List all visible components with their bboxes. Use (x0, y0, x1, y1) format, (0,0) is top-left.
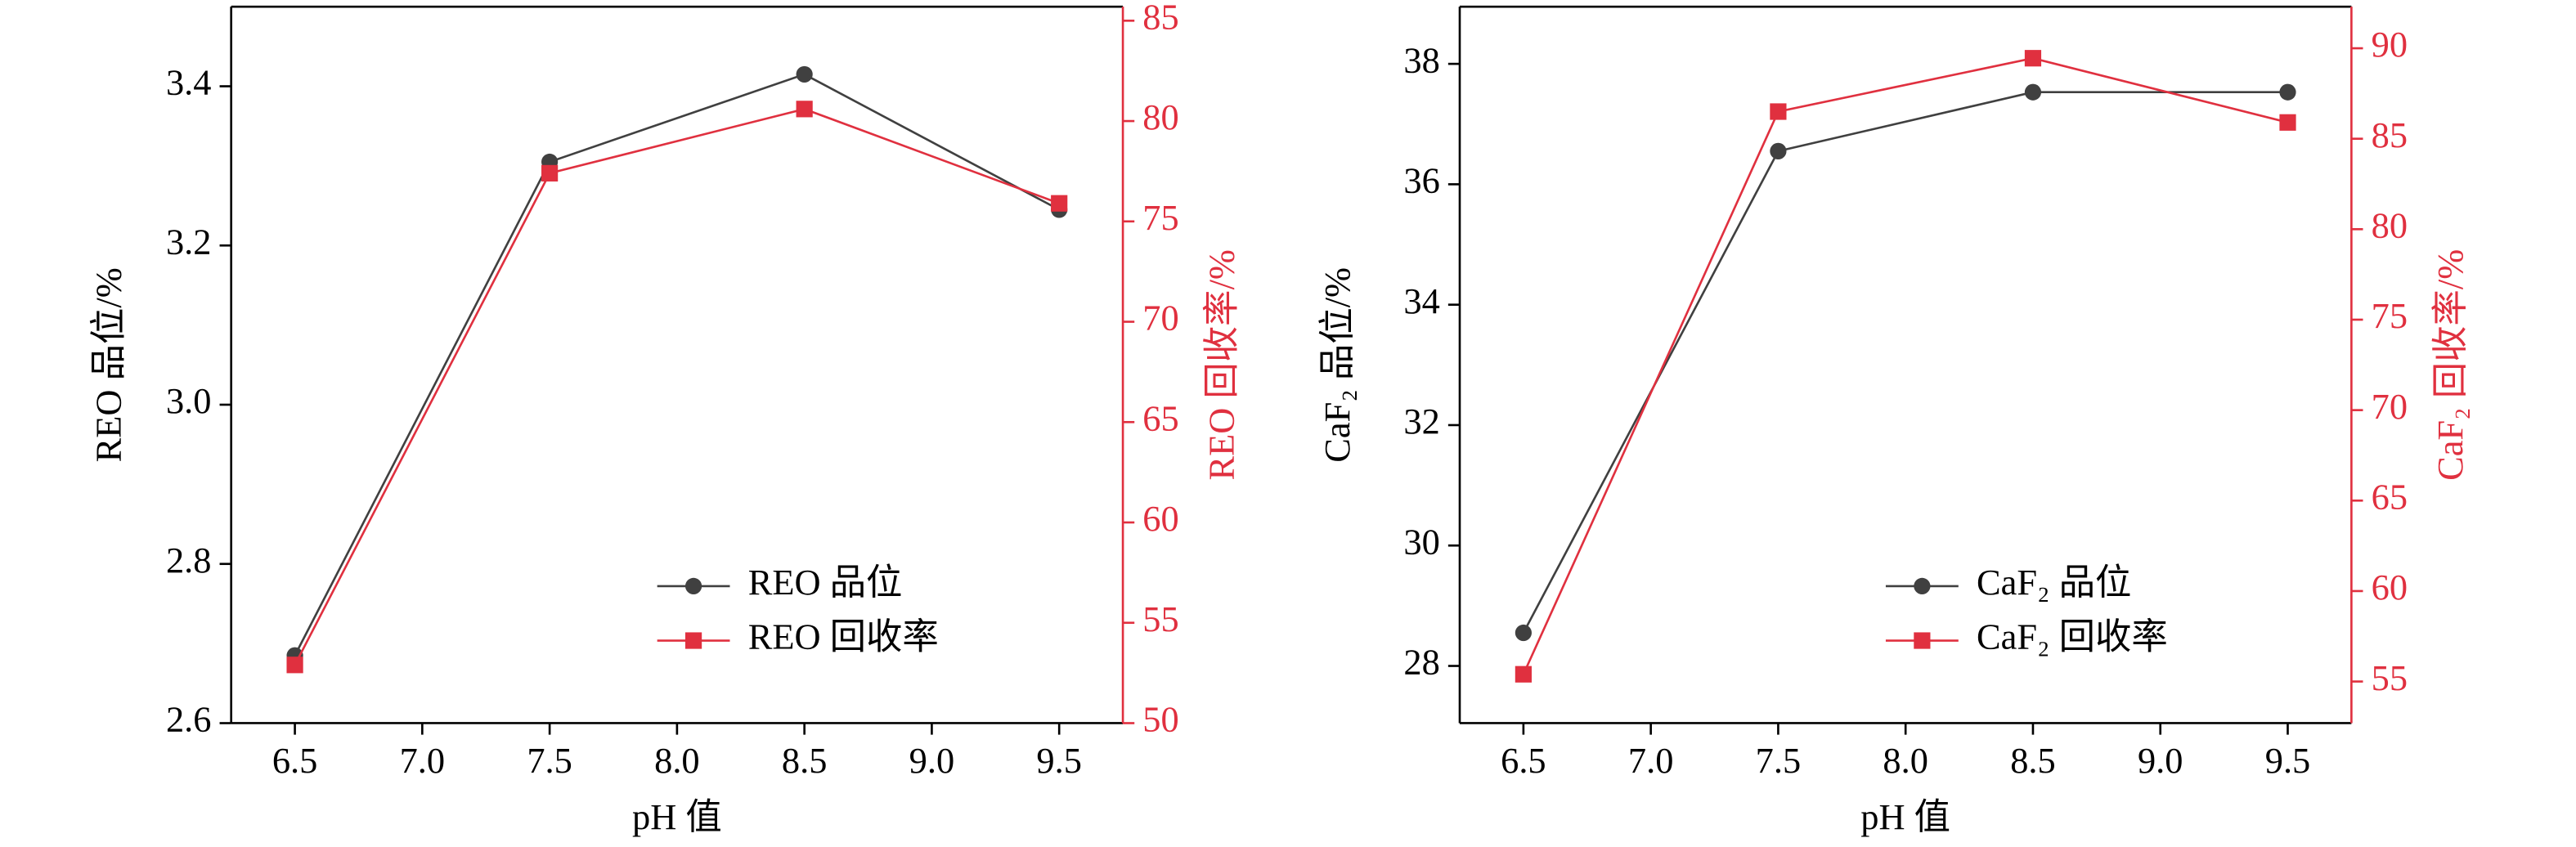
y2-tick-label: 70 (1142, 298, 1178, 338)
y2-tick-label: 55 (1142, 598, 1178, 639)
y-tick-label: 3.0 (166, 380, 212, 421)
marker (2024, 50, 2042, 67)
marker (1515, 624, 1532, 642)
y-axis-label: CaF₂ 品位/% (1317, 267, 1358, 463)
legend-marker (684, 632, 702, 649)
y-tick-label: 30 (1403, 521, 1439, 562)
x-tick-label: 9.0 (2138, 740, 2183, 781)
y2-tick-label: 55 (2372, 657, 2408, 698)
legend-label: CaF₂ 回收率 (1977, 616, 2168, 657)
y2-tick-label: 85 (1142, 0, 1178, 38)
y2-tick-label: 80 (1142, 96, 1178, 137)
marker (2279, 114, 2296, 131)
y-axis-label: REO 品位/% (88, 267, 128, 462)
marker (1051, 195, 1068, 212)
marker (286, 657, 303, 674)
series-line (1522, 56, 2288, 675)
y2-tick-label: 65 (2372, 476, 2408, 517)
legend-marker (1914, 577, 1931, 594)
y-tick-label: 38 (1403, 39, 1439, 80)
x-tick-label: 8.0 (1883, 740, 1928, 781)
legend-marker (684, 577, 702, 594)
marker (1515, 666, 1532, 683)
y2-tick-label: 50 (1142, 699, 1178, 740)
y2-axis-label: CaF₂ 回收率/% (2430, 249, 2471, 481)
x-tick-label: 7.5 (1756, 740, 1802, 781)
marker (796, 101, 813, 118)
x-axis-label: pH 值 (1860, 796, 1950, 837)
series-line (294, 107, 1060, 666)
y-tick-label: 2.6 (166, 699, 212, 740)
y2-tick-label: 65 (1142, 397, 1178, 438)
x-tick-label: 9.5 (2265, 740, 2311, 781)
y-tick-label: 2.8 (166, 540, 212, 580)
y-tick-label: 3.2 (166, 221, 212, 262)
x-tick-label: 9.5 (1036, 740, 1082, 781)
y2-tick-label: 60 (2372, 567, 2408, 607)
y-tick-label: 32 (1403, 401, 1439, 441)
x-tick-label: 7.0 (1628, 740, 1674, 781)
legend-label: CaF₂ 品位 (1977, 562, 2131, 603)
x-tick-label: 9.0 (909, 740, 955, 781)
y2-axis-label: REO 回收率/% (1200, 249, 1241, 480)
y2-tick-label: 80 (2372, 205, 2408, 246)
x-tick-label: 7.5 (527, 740, 572, 781)
x-axis-label: pH 值 (632, 796, 722, 837)
x-tick-label: 6.5 (272, 740, 318, 781)
y2-tick-label: 85 (2372, 114, 2408, 155)
marker (1770, 103, 1787, 120)
marker (1770, 142, 1787, 159)
y2-tick-label: 90 (2372, 24, 2408, 65)
x-tick-label: 6.5 (1501, 740, 1546, 781)
legend-label: REO 品位 (748, 562, 903, 603)
x-tick-label: 8.5 (2010, 740, 2056, 781)
y2-tick-label: 70 (2372, 386, 2408, 427)
y2-tick-label: 75 (2372, 295, 2408, 336)
x-tick-label: 8.0 (654, 740, 700, 781)
marker (2279, 83, 2296, 101)
legend-label: REO 回收率 (748, 616, 939, 657)
marker (796, 65, 813, 83)
y2-tick-label: 60 (1142, 498, 1178, 539)
series-line (1522, 91, 2288, 634)
x-tick-label: 8.5 (782, 740, 828, 781)
y-tick-label: 28 (1403, 642, 1439, 683)
y-tick-label: 34 (1403, 280, 1439, 321)
y-tick-label: 36 (1403, 160, 1439, 201)
legend-marker (1914, 632, 1931, 649)
marker (2024, 83, 2042, 101)
x-tick-label: 7.0 (400, 740, 446, 781)
y2-tick-label: 75 (1142, 197, 1178, 238)
series-line (294, 73, 1060, 657)
marker (541, 164, 559, 182)
y-tick-label: 3.4 (166, 62, 212, 103)
